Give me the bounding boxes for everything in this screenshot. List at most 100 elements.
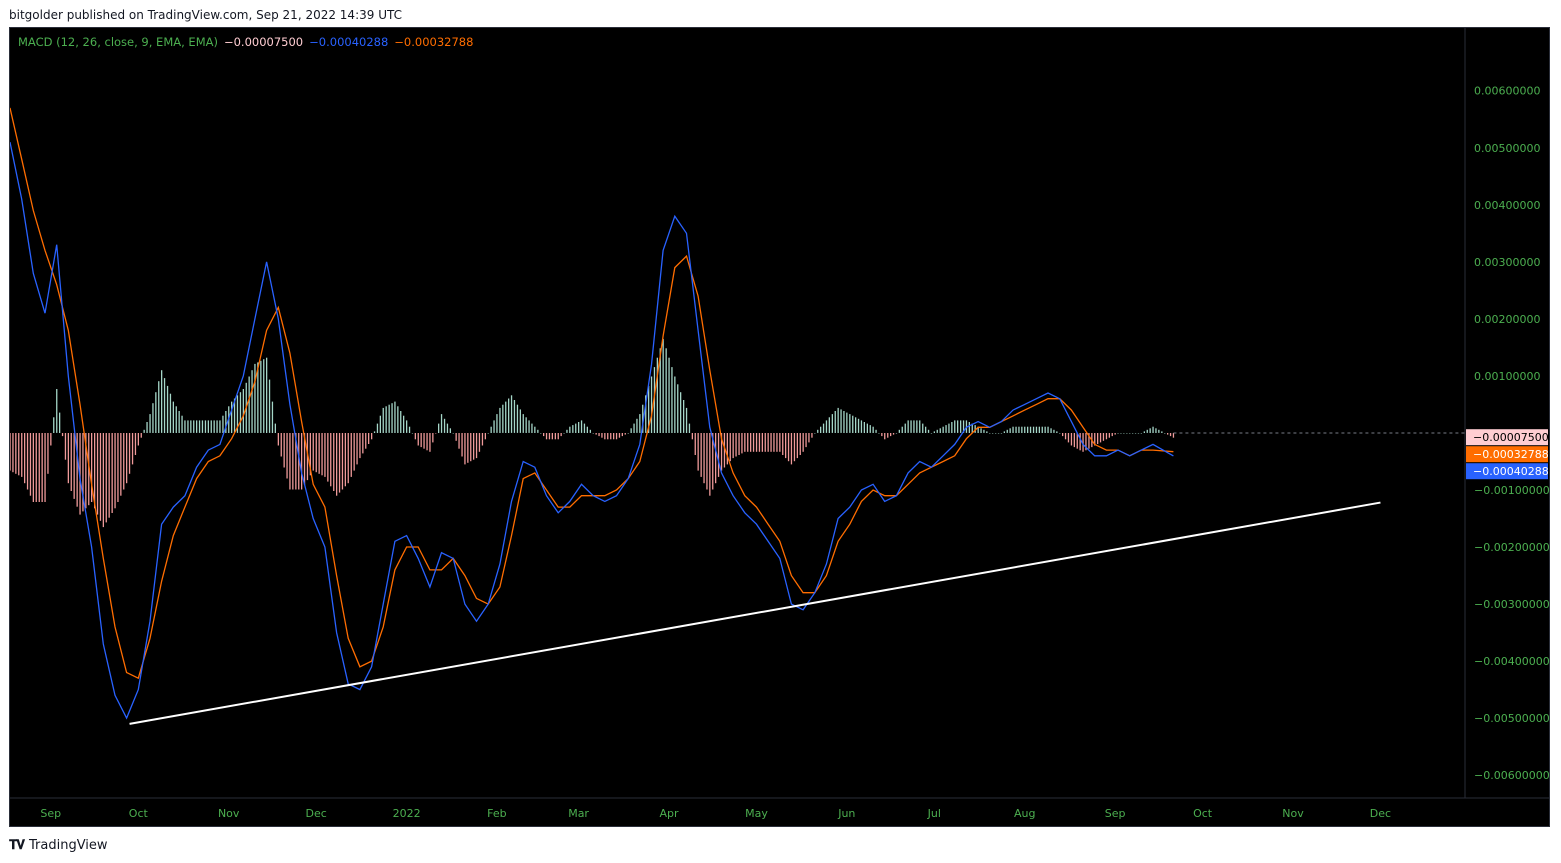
histogram-bar	[732, 433, 734, 459]
histogram-bar	[38, 433, 40, 502]
x-tick-label: Mar	[568, 807, 589, 820]
histogram-bar	[1067, 433, 1070, 443]
x-tick-label: May	[745, 807, 768, 820]
last-value-badges: −0.00007500 −0.00032788 −0.00040288	[1466, 429, 1549, 480]
histogram-bar	[303, 433, 306, 485]
histogram-bar	[155, 392, 157, 433]
histogram-bar	[356, 433, 358, 465]
histogram-bar	[639, 414, 641, 433]
histogram-bar	[872, 426, 874, 433]
histogram-bar	[761, 433, 763, 452]
histogram-bar	[735, 433, 737, 457]
histogram-bar	[493, 420, 495, 433]
histogram-bar	[1108, 433, 1110, 438]
histogram-bar	[627, 433, 629, 434]
histogram-bar	[825, 420, 828, 433]
footer-brand[interactable]: 𝐓𝐕 TradingView	[9, 838, 108, 853]
y-tick-label: 0.00600000	[1474, 85, 1540, 98]
histogram-bar	[793, 433, 796, 462]
histogram-bar	[892, 433, 895, 435]
histogram-bar	[642, 404, 644, 433]
histogram-bar	[1070, 433, 1073, 446]
histogram-bar	[752, 433, 755, 452]
macd-chart[interactable]: 0.00600000 0.00500000 0.00400000 0.00300000…	[10, 28, 1550, 827]
histogram-bar	[881, 433, 883, 437]
histogram-bar	[1029, 426, 1032, 433]
histogram-bar	[717, 433, 720, 477]
histogram-bar	[1006, 429, 1008, 433]
histogram-bar	[114, 433, 116, 509]
histogram-bar	[537, 429, 539, 433]
histogram-bar	[1149, 428, 1151, 433]
histogram-bar	[720, 433, 723, 471]
histogram-bar	[1062, 433, 1064, 437]
histogram-bar	[172, 401, 174, 433]
histogram-bar	[473, 433, 475, 460]
histogram-bar	[852, 415, 854, 433]
histogram-bar	[767, 433, 769, 452]
histogram-bar	[933, 431, 935, 433]
time-axis[interactable]: Sep Oct Nov Dec 2022 Feb Mar Apr May Jun Jul Aug Sep…	[10, 797, 1550, 820]
brand-name: TradingView	[29, 838, 108, 853]
histogram-bar	[204, 420, 207, 433]
histogram-bar	[633, 423, 635, 433]
histogram-bar	[1167, 433, 1169, 435]
histogram-bar	[61, 433, 64, 437]
indicator-legend[interactable]: MACD (12, 26, close, 9, EMA, EMA) −0.0000…	[18, 35, 479, 49]
histogram-bar	[1129, 433, 1131, 434]
histogram-bar	[213, 420, 215, 433]
macd-chart-panel[interactable]: 0.00600000 0.00500000 0.00400000 0.00300000…	[9, 27, 1550, 827]
histogram-bar	[548, 433, 551, 440]
histogram-bar	[1082, 433, 1084, 452]
histogram-bar	[111, 433, 113, 513]
histogram-bar	[117, 433, 119, 502]
histogram-bar	[974, 425, 976, 433]
histogram-bar	[744, 433, 746, 452]
histogram-bar	[210, 420, 212, 433]
histogram-bar	[691, 433, 693, 440]
histogram-bar	[353, 433, 355, 471]
histogram-bar	[1079, 433, 1081, 451]
histogram-bar	[1094, 433, 1096, 446]
histogram-bar	[35, 433, 37, 502]
histogram-bar	[957, 420, 959, 433]
histogram-bar	[143, 429, 145, 433]
histogram-bar	[522, 414, 524, 433]
histogram-bar	[120, 433, 122, 496]
histogram-bar	[723, 433, 726, 468]
histogram-bar	[91, 433, 93, 502]
histogram-bar	[837, 407, 839, 433]
histogram-bar	[694, 433, 696, 455]
histogram-bar	[569, 426, 571, 433]
histogram-bar	[951, 422, 953, 433]
histogram-bar	[1088, 433, 1090, 449]
histogram-bar	[187, 420, 189, 433]
histogram-bar	[417, 433, 419, 446]
y-tick-label: −0.00500000	[1474, 712, 1550, 725]
histogram-bar	[776, 433, 778, 452]
histogram-bar	[580, 420, 583, 433]
histogram-bar	[849, 414, 851, 433]
histogram-bar	[198, 420, 201, 433]
histogram-bar	[26, 433, 29, 490]
histogram-bar	[618, 433, 621, 438]
y-tick-label: −0.00600000	[1474, 769, 1550, 782]
trend-line[interactable]	[129, 501, 1381, 725]
histogram-bar	[962, 420, 965, 433]
price-axis[interactable]: 0.00600000 0.00500000 0.00400000 0.00300000…	[1464, 28, 1550, 798]
histogram-bar	[1009, 428, 1011, 433]
histogram-bar	[688, 423, 691, 433]
histogram-bar	[289, 433, 291, 490]
histogram-bar	[519, 409, 521, 433]
histogram-bar	[712, 433, 714, 490]
histogram-bar	[242, 389, 244, 433]
histogram-bar	[674, 376, 676, 433]
histogram-bar	[371, 433, 373, 440]
histogram-bar	[18, 433, 20, 476]
histogram-bar	[960, 420, 962, 433]
histogram-bar	[1146, 429, 1148, 433]
histogram-bar	[102, 433, 104, 528]
histogram-bar	[615, 433, 618, 440]
histogram-bar	[764, 433, 766, 452]
histogram-bar	[1114, 433, 1116, 435]
